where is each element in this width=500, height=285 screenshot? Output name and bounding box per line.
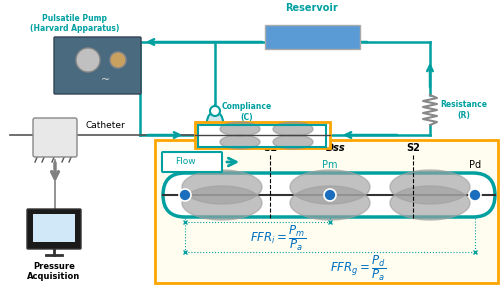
Text: Catheter: Catheter (85, 121, 125, 130)
FancyBboxPatch shape (33, 118, 77, 157)
Circle shape (110, 52, 126, 68)
Polygon shape (290, 186, 370, 220)
Polygon shape (390, 170, 470, 204)
Circle shape (179, 189, 191, 201)
Text: S1: S1 (263, 143, 277, 153)
Circle shape (469, 189, 481, 201)
FancyBboxPatch shape (163, 173, 495, 217)
Text: S2: S2 (406, 143, 420, 153)
Text: Pulsatile Pump
(Harvard Apparatus): Pulsatile Pump (Harvard Apparatus) (30, 14, 120, 33)
Text: Pd: Pd (469, 160, 481, 170)
Text: Compliance
(C): Compliance (C) (222, 102, 272, 122)
Polygon shape (273, 122, 313, 136)
Circle shape (324, 189, 336, 201)
Text: $FFR_i = \dfrac{P_m}{P_a}$: $FFR_i = \dfrac{P_m}{P_a}$ (250, 223, 306, 253)
Polygon shape (220, 135, 260, 149)
FancyBboxPatch shape (27, 209, 81, 249)
FancyBboxPatch shape (54, 37, 141, 94)
Polygon shape (273, 135, 313, 149)
Text: Pa: Pa (179, 160, 191, 170)
Ellipse shape (207, 112, 223, 132)
Polygon shape (182, 186, 262, 220)
Text: Pm: Pm (322, 160, 338, 170)
Polygon shape (390, 186, 470, 220)
FancyBboxPatch shape (195, 122, 330, 148)
Text: $FFR_g = \dfrac{P_d}{P_a}$: $FFR_g = \dfrac{P_d}{P_a}$ (330, 253, 386, 283)
Polygon shape (220, 122, 260, 136)
Text: Reservoir: Reservoir (286, 3, 339, 13)
FancyBboxPatch shape (33, 214, 75, 242)
FancyBboxPatch shape (155, 140, 498, 283)
Text: Dss: Dss (326, 143, 346, 153)
FancyBboxPatch shape (162, 152, 222, 172)
Polygon shape (182, 170, 262, 204)
Polygon shape (290, 170, 370, 204)
Text: ~: ~ (100, 75, 110, 85)
Text: Resistance
(R): Resistance (R) (440, 100, 487, 120)
Text: Pressure
Acquisition: Pressure Acquisition (28, 262, 80, 281)
FancyBboxPatch shape (265, 25, 360, 49)
Circle shape (210, 106, 220, 116)
Circle shape (76, 48, 100, 72)
Text: Flow: Flow (174, 158, 196, 166)
